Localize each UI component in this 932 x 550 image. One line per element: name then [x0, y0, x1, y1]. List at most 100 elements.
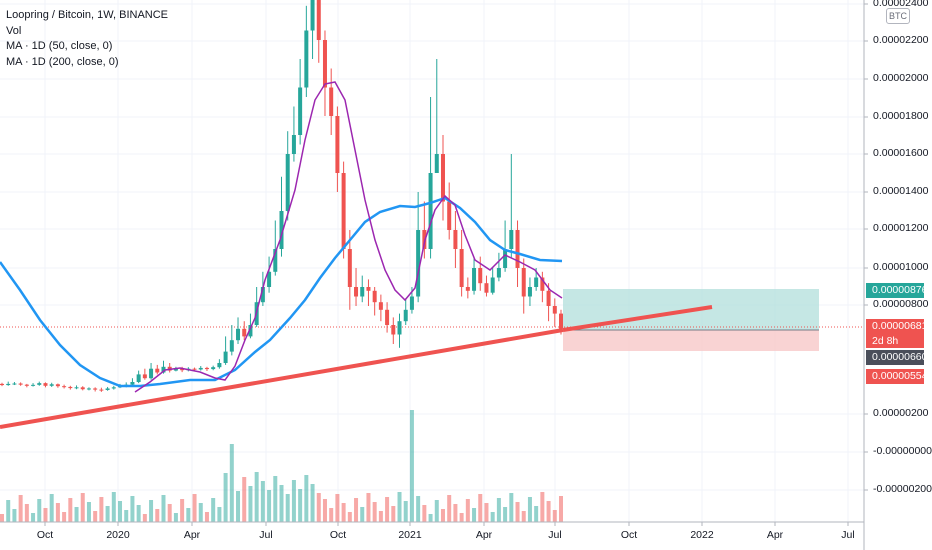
symbol-title[interactable]: Loopring / Bitcoin, 1W, BINANCE — [6, 9, 169, 21]
time-tick-label: Jul — [841, 529, 855, 541]
volume-bar — [509, 493, 514, 522]
candle-body — [0, 383, 4, 386]
volume-bar — [180, 499, 185, 522]
candle-body — [80, 387, 85, 390]
entry-price-tag: 0.00000660 — [866, 350, 927, 365]
price-tick-label: -0.00000000 — [873, 445, 932, 457]
candle-body — [273, 249, 278, 272]
support-trendline-extension — [562, 305, 713, 332]
candle-body — [310, 0, 315, 31]
volume-bar — [546, 501, 551, 522]
volume-bar — [465, 499, 470, 522]
volume-bar — [242, 477, 247, 522]
price-tick-label: -0.00000200 — [873, 483, 932, 495]
candle-body — [316, 0, 321, 40]
volume-bar — [503, 507, 508, 522]
volume-bar — [118, 501, 123, 522]
time-tick-label: Oct — [36, 529, 54, 541]
candle-body — [204, 367, 209, 370]
candle-body — [552, 306, 557, 314]
volume-bar — [124, 510, 129, 522]
candle-body — [248, 325, 253, 337]
candle-body — [378, 302, 383, 310]
volume-bar — [198, 503, 203, 522]
volume-bar — [434, 500, 439, 522]
candle-body — [521, 268, 526, 297]
price-tick-label: 0.00001200 — [873, 222, 929, 234]
volume-bar — [254, 472, 259, 522]
volume-bar — [329, 508, 334, 522]
volume-bar — [316, 493, 321, 522]
candle-body — [366, 287, 371, 291]
volume-bar — [18, 495, 23, 522]
candle-body — [540, 277, 545, 291]
candle-body — [397, 321, 402, 335]
volume-indicator-label[interactable]: Vol — [6, 24, 22, 37]
trendlines — [0, 305, 713, 429]
candle-body — [161, 366, 166, 373]
volume-bar — [335, 494, 340, 522]
volume-bar — [136, 505, 141, 522]
volume-bar — [385, 497, 390, 522]
candle-body — [211, 367, 216, 370]
volume-bar — [304, 475, 309, 522]
candle-body — [105, 388, 110, 390]
volume-bar — [397, 492, 402, 522]
ma200-indicator-label[interactable]: MA · 1D (200, close, 0) — [6, 55, 119, 68]
candle-body — [546, 290, 551, 306]
volume-bar — [372, 502, 377, 522]
volume-bar — [478, 494, 483, 522]
time-tick-label: Apr — [475, 529, 493, 541]
time-tick-label: Oct — [620, 529, 638, 541]
candle-body — [447, 201, 452, 230]
time-tick-label: 2022 — [690, 529, 714, 541]
candle-body — [142, 374, 147, 379]
candle-body — [347, 249, 352, 287]
time-tick-label: Jul — [259, 529, 273, 541]
candle-body — [198, 367, 203, 370]
volume-bar — [422, 505, 427, 522]
candle-body — [155, 368, 160, 373]
candle-body — [285, 154, 290, 211]
candle-body — [527, 287, 532, 297]
candle-body — [372, 290, 377, 303]
volume-bar — [99, 497, 104, 522]
volume-bar — [74, 507, 79, 522]
volume-bar — [285, 494, 290, 522]
candle-body — [360, 287, 365, 297]
candle-body — [428, 173, 433, 249]
volume-bar — [440, 509, 445, 522]
volume-bar — [186, 508, 191, 522]
volume-bar — [360, 507, 365, 522]
volume-bar — [173, 513, 178, 522]
candle-body — [534, 277, 539, 287]
candle-body — [180, 368, 185, 371]
volume-bar — [6, 500, 11, 522]
candle-body — [459, 249, 464, 287]
volume-bar — [229, 444, 234, 522]
candle-body — [68, 386, 73, 389]
candle-body — [335, 116, 340, 173]
volume-bar — [527, 497, 532, 522]
volume-bar — [155, 509, 160, 522]
volume-bar — [217, 507, 222, 522]
last-price-tag: 0.00000681 — [866, 319, 927, 334]
volume-bar — [447, 495, 452, 522]
candle-body — [74, 387, 79, 389]
volume-bar — [341, 503, 346, 522]
volume-bar — [403, 501, 408, 522]
volume-bar — [31, 513, 36, 522]
volume-bar — [378, 511, 383, 522]
volume-bar — [223, 473, 228, 522]
candle-body — [440, 154, 445, 202]
candle-body — [236, 328, 241, 341]
volume-bar — [62, 512, 67, 522]
currency-button[interactable]: BTC — [886, 8, 910, 24]
ma50-indicator-label[interactable]: MA · 1D (50, close, 0) — [6, 40, 113, 52]
time-tick-label: Oct — [329, 529, 347, 541]
candle-body — [12, 383, 17, 385]
candle-body — [509, 230, 514, 249]
volume-bar — [484, 503, 489, 522]
moving-averages — [0, 81, 563, 393]
